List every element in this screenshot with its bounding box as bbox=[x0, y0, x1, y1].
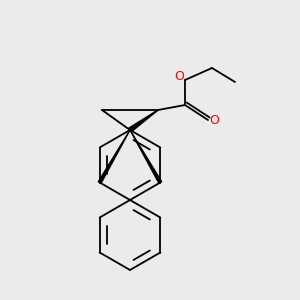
Text: O: O bbox=[209, 113, 219, 127]
Polygon shape bbox=[130, 130, 162, 183]
Text: O: O bbox=[174, 70, 184, 83]
Polygon shape bbox=[98, 130, 130, 183]
Polygon shape bbox=[129, 110, 158, 132]
